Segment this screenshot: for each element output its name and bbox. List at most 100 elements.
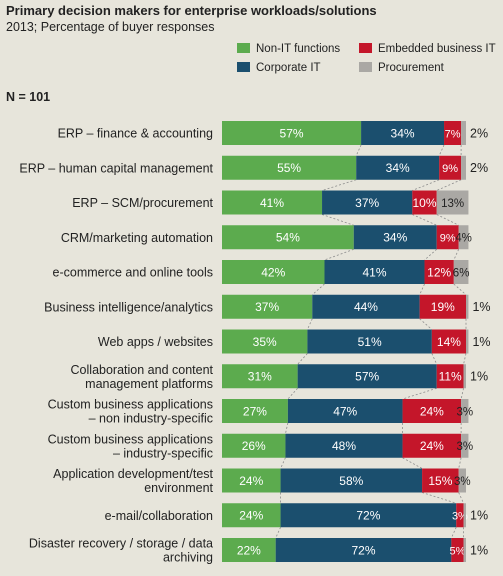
bar-segment-corporate-it — [280, 468, 423, 493]
data-label: 1% — [472, 335, 490, 349]
bar-segment-procurement — [458, 468, 466, 493]
category-label: Custom business applications – industry-s… — [48, 432, 213, 460]
data-label: 34% — [383, 231, 407, 245]
data-label: 42% — [261, 265, 285, 279]
bar-segment-procurement — [463, 538, 466, 562]
bar-segment-embedded-business-it — [451, 538, 464, 562]
connector-line — [312, 283, 325, 296]
bar-segment-corporate-it — [275, 538, 452, 562]
connector-line — [438, 144, 445, 156]
bar-segment-procurement — [458, 225, 469, 250]
bar-segment-embedded-business-it — [456, 503, 464, 528]
data-label: 1% — [472, 300, 490, 314]
data-label: 1% — [470, 509, 488, 523]
data-label: 3% — [456, 441, 473, 453]
connector-line — [421, 492, 457, 504]
data-label: 2% — [470, 161, 488, 175]
legend-item-non-it: Non-IT functions — [237, 42, 340, 56]
connector-line — [287, 387, 298, 400]
bar-segment-non-it-functions — [222, 260, 325, 284]
data-label: 72% — [352, 543, 376, 557]
connector-line — [424, 248, 437, 261]
data-label: 57% — [280, 126, 304, 140]
data-label: 24% — [420, 439, 444, 453]
bar-segment-non-it-functions — [222, 294, 313, 319]
data-label: 1% — [470, 370, 488, 384]
connector-line — [419, 318, 433, 330]
legend-label-procurement: Procurement — [378, 62, 444, 74]
bar-segment-embedded-business-it — [402, 433, 462, 458]
data-label: 27% — [243, 404, 267, 418]
bar-segment-procurement — [466, 329, 469, 354]
connector-line — [280, 457, 286, 469]
data-label: 9% — [442, 163, 458, 175]
data-label: 48% — [332, 439, 356, 453]
bar-segment-embedded-business-it — [402, 399, 462, 423]
connector-line — [412, 214, 437, 226]
data-label: 44% — [354, 300, 378, 314]
connector-line — [431, 353, 438, 365]
bar-segment-non-it-functions — [222, 433, 286, 458]
bar-segment-embedded-business-it — [436, 364, 464, 389]
legend-item-embedded-business-it: Embedded business IT — [359, 42, 496, 56]
chart-title: Primary decision makers for enterprise w… — [6, 3, 377, 18]
legend-item-procurement: Procurement — [359, 61, 444, 75]
category-label: e-mail/collaboration — [105, 509, 213, 523]
data-label: 9% — [440, 233, 456, 245]
connector-line — [307, 318, 313, 330]
category-label: e-commerce and online tools — [53, 266, 214, 280]
bar-segment-embedded-business-it — [419, 294, 466, 319]
data-label: 4% — [455, 233, 472, 245]
data-label: 11% — [439, 370, 462, 384]
category-label: ERP – human capital management — [19, 161, 213, 175]
data-label: 7% — [445, 128, 461, 140]
bar-segment-corporate-it — [353, 225, 437, 250]
bar-segment-corporate-it — [361, 121, 445, 145]
category-label: Custom business applications – non indust… — [48, 398, 213, 426]
connector-line — [453, 249, 460, 261]
data-label: 24% — [239, 509, 263, 523]
bar-segment-non-it-functions — [222, 329, 308, 354]
bar-segment-embedded-business-it — [422, 468, 459, 493]
connector-line — [460, 388, 464, 400]
data-label: 3% — [456, 406, 473, 418]
data-label: 72% — [356, 509, 380, 523]
category-label: Web apps / websites — [98, 335, 213, 349]
connector-line — [321, 214, 354, 226]
category-label: Disaster recovery / storage / data archiv… — [29, 537, 213, 565]
bar-segment-corporate-it — [356, 155, 440, 180]
bar-segment-corporate-it — [285, 433, 403, 458]
data-label: 24% — [239, 474, 263, 488]
data-label: 37% — [355, 196, 379, 210]
legend-label-non-it: Non-IT functions — [256, 43, 341, 55]
category-label: ERP – finance & accounting — [58, 127, 213, 141]
data-label: 26% — [242, 439, 266, 453]
legend-label-embedded-business-it: Embedded business IT — [378, 43, 496, 55]
data-label: 14% — [437, 335, 461, 349]
connector-line — [321, 179, 357, 191]
data-label: 1% — [470, 543, 488, 557]
connector-line — [436, 214, 459, 226]
bar-segment-corporate-it — [307, 329, 432, 354]
legend-swatch-corporate-it — [237, 62, 250, 72]
bar-segment-corporate-it — [324, 260, 425, 284]
bar-segment-procurement — [463, 503, 466, 528]
data-label: 34% — [391, 126, 415, 140]
bar-segment-procurement — [461, 433, 469, 458]
data-label: 31% — [248, 370, 272, 384]
legend-swatch-non-it — [237, 43, 250, 53]
category-label: Application development/test environment — [53, 467, 213, 495]
connector-line — [412, 179, 440, 191]
category-label: ERP – SCM/procurement — [72, 196, 213, 210]
data-label: 51% — [358, 335, 382, 349]
data-label: 34% — [386, 161, 410, 175]
bar-segment-procurement — [466, 294, 469, 319]
bar-segment-non-it-functions — [222, 364, 298, 389]
bar-segment-non-it-functions — [222, 190, 323, 215]
bar-segment-corporate-it — [322, 190, 413, 215]
data-label: 58% — [339, 474, 363, 488]
connector-line — [436, 179, 462, 191]
connector-line — [275, 527, 281, 539]
connector-line — [355, 144, 362, 156]
